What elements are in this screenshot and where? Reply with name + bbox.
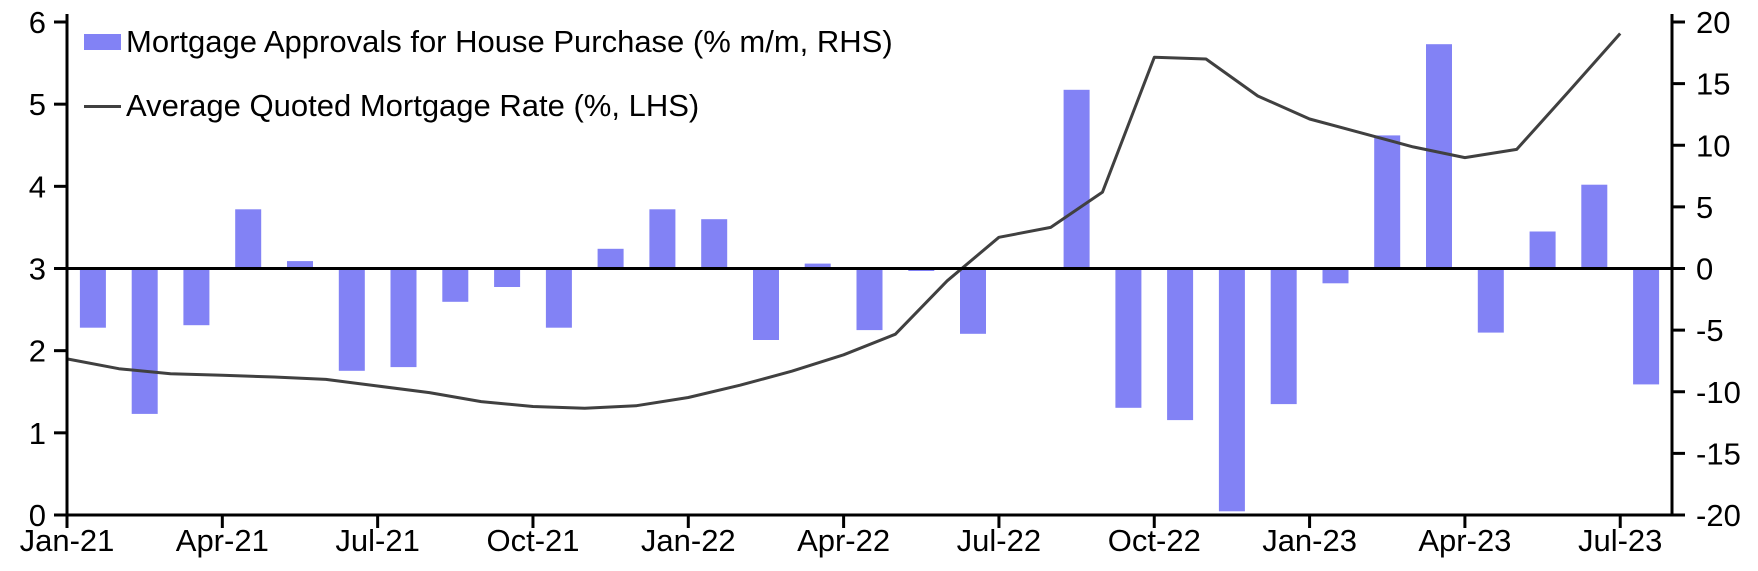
approvals-bar [856, 268, 883, 331]
legend-item-approvals: Mortgage Approvals for House Purchase (%… [84, 24, 893, 60]
x-axis-tick-label: Jan-23 [1262, 523, 1357, 558]
left-axis-tick-label: 4 [29, 169, 46, 204]
x-axis-tick-label: Jul-21 [335, 523, 419, 558]
right-axis-tick-label: 15 [1696, 67, 1730, 102]
approvals-bar [1270, 268, 1297, 405]
x-axis-tick-label: Apr-22 [797, 523, 890, 558]
approvals-bar [597, 248, 624, 269]
x-axis-tick-label: Jul-22 [957, 523, 1041, 558]
approvals-bar [1581, 184, 1608, 269]
approvals-bar [649, 209, 676, 269]
approvals-bar [235, 209, 262, 269]
approvals-bar [1115, 268, 1142, 408]
approvals-bar [1374, 135, 1401, 269]
approvals-bar [442, 268, 469, 302]
left-axis-tick-label: 3 [29, 252, 46, 287]
right-axis-tick-label: 5 [1696, 190, 1713, 225]
approvals-bar [1426, 44, 1452, 269]
x-axis-tick-label: Apr-21 [176, 523, 269, 558]
approvals-bar [494, 268, 521, 287]
right-axis-tick-label: -5 [1696, 313, 1724, 348]
left-axis-tick-label: 2 [29, 334, 46, 369]
approvals-bar [1167, 268, 1194, 421]
left-axis-tick-label: 0 [29, 498, 46, 533]
approvals-bar [131, 268, 158, 414]
x-axis-tick-label: Oct-21 [486, 523, 579, 558]
x-axis-tick-label: Jan-22 [641, 523, 736, 558]
x-axis-tick-label: Jul-23 [1578, 523, 1662, 558]
right-axis-tick-label: -10 [1696, 375, 1741, 410]
x-axis-tick-label: Oct-22 [1108, 523, 1201, 558]
right-axis-tick-label: 20 [1696, 5, 1730, 40]
right-axis-tick-label: -20 [1696, 498, 1741, 533]
legend-item-rate: Average Quoted Mortgage Rate (%, LHS) [84, 88, 699, 124]
approvals-bar [753, 268, 779, 340]
approvals-bar [1218, 268, 1245, 512]
legend-rate-label: Average Quoted Mortgage Rate (%, LHS) [126, 88, 700, 123]
approvals-bar-swatch [84, 34, 121, 50]
approvals-bar [287, 261, 313, 269]
approvals-bar [390, 268, 417, 368]
rate-line [66, 32, 1622, 410]
right-axis-tick-label: 0 [1696, 252, 1713, 287]
approvals-bar [1633, 268, 1660, 385]
approvals-bar [338, 268, 365, 371]
approvals-bar [1322, 268, 1349, 284]
approvals-bar [701, 219, 728, 269]
left-axis-tick-label: 6 [29, 5, 46, 40]
legend-approvals-label: Mortgage Approvals for House Purchase (%… [126, 24, 893, 59]
approvals-bar [804, 263, 831, 269]
x-axis-tick-label: Apr-23 [1418, 523, 1511, 558]
right-axis-tick-label: 10 [1696, 128, 1730, 163]
x-axis-tick-label: Jan-21 [20, 523, 115, 558]
rate-line-swatch [84, 104, 121, 108]
right-axis-tick-label: -15 [1696, 436, 1741, 471]
approvals-bar [545, 268, 572, 328]
approvals-bar [960, 268, 986, 334]
left-axis-tick-label: 1 [29, 416, 46, 451]
left-axis-tick-label: 5 [29, 87, 46, 122]
approvals-bar [183, 268, 210, 326]
approvals-bar [1477, 268, 1504, 333]
approvals-bar [79, 268, 106, 328]
approvals-bar [1063, 89, 1090, 269]
approvals-bar [1529, 231, 1556, 269]
